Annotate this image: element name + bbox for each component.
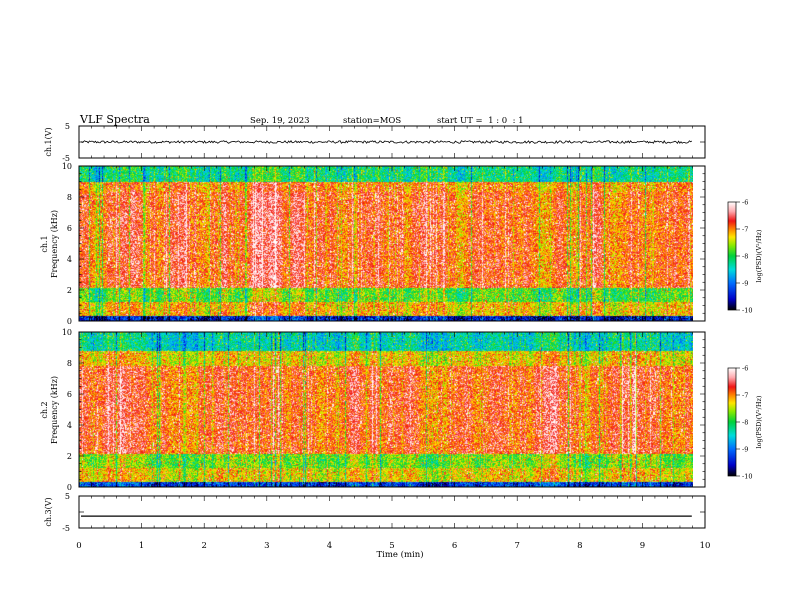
colorbar-tick-label: -10 bbox=[742, 307, 752, 315]
ch2-spectrogram-ylabel-frequency: Frequency (kHz) bbox=[50, 376, 59, 444]
ch1-spectrogram-ylabel-channel: ch.1 bbox=[40, 235, 49, 252]
ch1-ytick-top: 5 bbox=[65, 122, 70, 131]
frequency-tick-label: 10 bbox=[62, 328, 72, 337]
figure-date: Sep. 19, 2023 bbox=[250, 116, 310, 126]
ch3-ytick-top: 5 bbox=[65, 492, 70, 501]
frequency-tick-label: 4 bbox=[67, 255, 72, 264]
ch1-spectrogram-ytick-labels: 0 2 4 6 8 10 bbox=[62, 162, 72, 326]
ch1-waveform-ylabel: ch.1(V) bbox=[44, 127, 53, 156]
ch2-colorbar: -6 -7 -8 -9 -10 log(PSD)(V²/Hz) bbox=[727, 365, 763, 481]
colorbar-tick-label: -8 bbox=[742, 419, 748, 427]
time-tick-label: 2 bbox=[201, 541, 206, 551]
frequency-tick-label: 6 bbox=[67, 390, 72, 399]
ch1-waveform-panel: 5 -5 ch.1(V) bbox=[44, 122, 706, 163]
colorbar-tick-label: -8 bbox=[742, 253, 748, 261]
colorbar-tick-label: -7 bbox=[742, 226, 748, 234]
frequency-tick-label: 8 bbox=[67, 359, 72, 368]
frequency-tick-label: 4 bbox=[67, 421, 72, 430]
ch2-spectrogram-ticks bbox=[78, 331, 706, 488]
ch2-colorbar-gradient bbox=[728, 368, 736, 476]
ch1-spectrogram-panel: 0 2 4 6 8 10 ch.1 Frequency (kHz) bbox=[40, 162, 706, 326]
figure-title: VLF Spectra bbox=[79, 113, 150, 126]
colorbar-tick-label: -6 bbox=[742, 199, 748, 207]
frequency-tick-label: 0 bbox=[67, 483, 72, 492]
time-tick-label: 4 bbox=[327, 541, 332, 551]
time-tick-label: 5 bbox=[389, 541, 394, 551]
frequency-tick-label: 6 bbox=[67, 224, 72, 233]
ch2-spectrogram-image bbox=[79, 332, 693, 487]
figure-start-time: start UT = 1 : 0 : 1 bbox=[437, 116, 524, 126]
ch1-spectrogram-image bbox=[79, 166, 693, 321]
colorbar-tick-label: -7 bbox=[742, 392, 748, 400]
frequency-tick-label: 0 bbox=[67, 317, 72, 326]
ch3-waveform-ticks bbox=[78, 495, 706, 529]
frequency-tick-label: 2 bbox=[67, 452, 72, 461]
frequency-tick-label: 10 bbox=[62, 162, 72, 171]
colorbar-tick-label: -9 bbox=[742, 280, 748, 288]
ch1-colorbar-ticks: -6 -7 -8 -9 -10 bbox=[736, 199, 752, 315]
ch2-spectrogram-ylabel-channel: ch.2 bbox=[40, 401, 49, 418]
ch2-spectrogram-panel: 0 2 4 6 8 10 ch.2 Frequency (kHz) bbox=[40, 328, 706, 492]
time-tick-label: 8 bbox=[577, 541, 582, 551]
ch3-waveform-ylabel: ch.3(V) bbox=[44, 497, 53, 526]
time-axis-tick-labels: 0 1 2 3 4 5 6 7 8 9 10 bbox=[76, 541, 710, 551]
time-tick-label: 7 bbox=[514, 541, 519, 551]
colorbar-tick-label: -6 bbox=[742, 365, 748, 373]
ch1-colorbar-label: log(PSD)(V²/Hz) bbox=[755, 229, 763, 282]
ch1-spectrogram-ticks bbox=[78, 165, 706, 322]
time-tick-label: 1 bbox=[139, 541, 144, 551]
ch2-colorbar-ticks: -6 -7 -8 -9 -10 bbox=[736, 365, 752, 481]
time-axis-label: Time (min) bbox=[376, 549, 423, 560]
ch1-colorbar-gradient bbox=[728, 202, 736, 310]
ch1-waveform-line bbox=[80, 140, 693, 144]
ch3-ytick-bottom: -5 bbox=[62, 524, 70, 533]
colorbar-tick-label: -9 bbox=[742, 446, 748, 454]
ch1-waveform-ticks bbox=[78, 125, 706, 159]
colorbar-tick-label: -10 bbox=[742, 473, 752, 481]
ch2-colorbar-label: log(PSD)(V²/Hz) bbox=[755, 395, 763, 448]
time-tick-label: 10 bbox=[700, 541, 711, 551]
time-tick-label: 9 bbox=[640, 541, 645, 551]
ch1-colorbar: -6 -7 -8 -9 -10 log(PSD)(V²/Hz) bbox=[727, 199, 763, 315]
time-tick-label: 3 bbox=[264, 541, 269, 551]
ch1-spectrogram-ylabel-frequency: Frequency (kHz) bbox=[50, 210, 59, 278]
ch2-spectrogram-ytick-labels: 0 2 4 6 8 10 bbox=[62, 328, 72, 492]
ch3-waveform-panel: 5 -5 ch.3(V) bbox=[44, 492, 706, 533]
time-tick-label: 6 bbox=[452, 541, 457, 551]
time-tick-label: 0 bbox=[76, 541, 81, 551]
frequency-tick-label: 8 bbox=[67, 193, 72, 202]
frequency-tick-label: 2 bbox=[67, 286, 72, 295]
ch1-ytick-bottom: -5 bbox=[62, 154, 70, 163]
figure-station: station=MOS bbox=[343, 116, 401, 126]
